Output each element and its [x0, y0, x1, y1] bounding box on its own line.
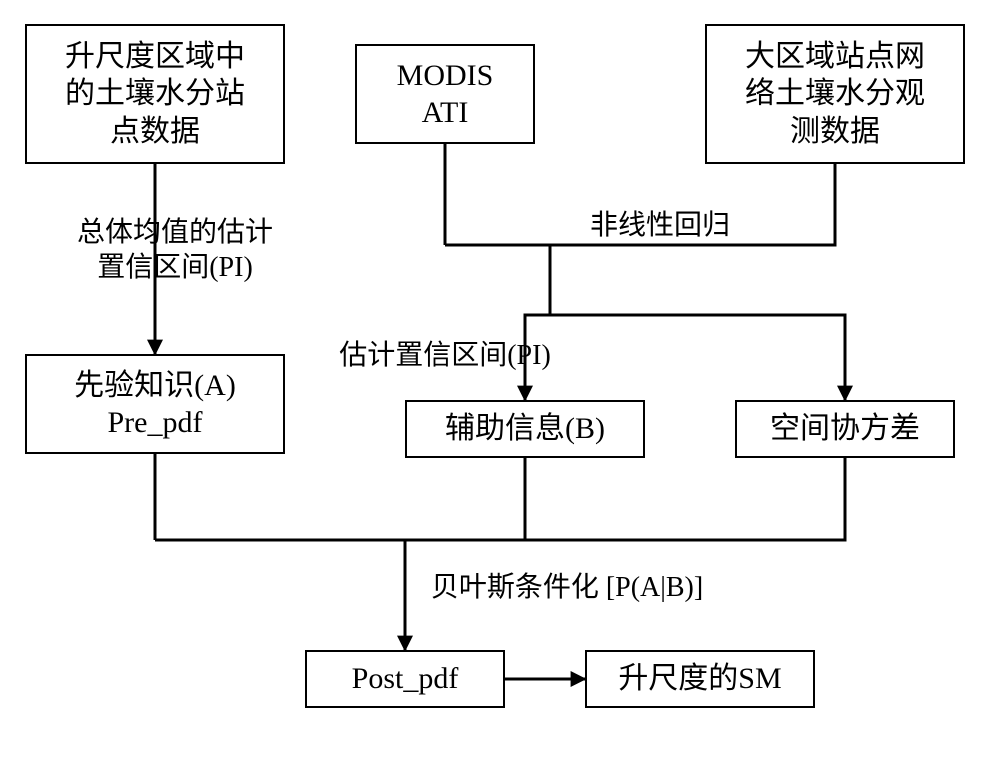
node-n7: Post_pdf [305, 650, 505, 708]
label-l2: 非线性回归 [570, 208, 750, 243]
label-l4: 贝叶斯条件化 [P(A|B)] [412, 570, 722, 605]
node-n2: MODISATI [355, 44, 535, 144]
node-n6: 空间协方差 [735, 400, 955, 458]
node-n5: 辅助信息(B) [405, 400, 645, 458]
label-l3: 估计置信区间(PI) [315, 338, 575, 373]
edge-s1-n6 [550, 315, 845, 400]
flowchart-canvas: 升尺度区域中的土壤水分站点数据 MODISATI 大区域站点网络土壤水分观测数据先验… [0, 0, 1000, 764]
node-n4: 先验知识(A)Pre_pdf [25, 354, 285, 454]
node-n8: 升尺度的SM [585, 650, 815, 708]
node-n1: 升尺度区域中的土壤水分站点数据 [25, 24, 285, 164]
edge-n6-m1 [155, 458, 845, 540]
node-n3: 大区域站点网络土壤水分观测数据 [705, 24, 965, 164]
label-l1: 总体均值的估计置信区间(PI) [50, 215, 300, 285]
